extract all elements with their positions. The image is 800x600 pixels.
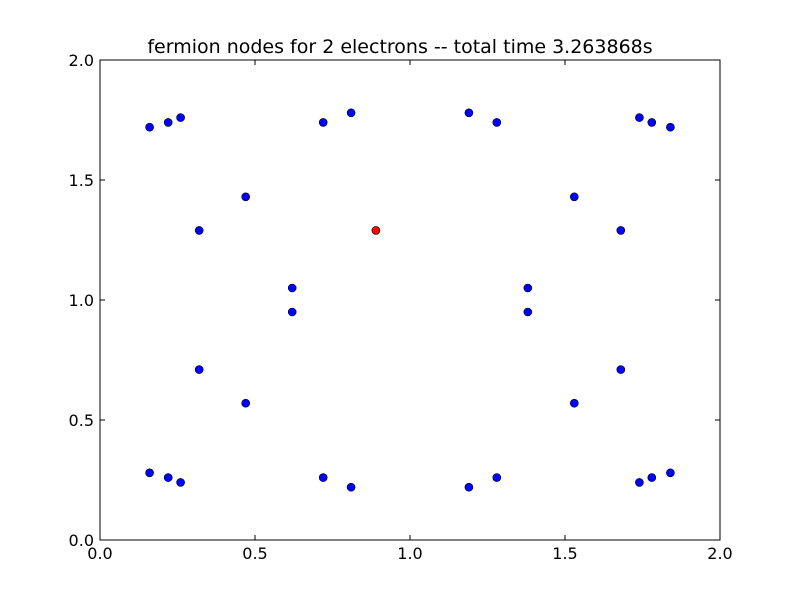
data-point — [492, 118, 502, 127]
data-point — [176, 113, 185, 122]
x-tick-label: 2.0 — [707, 544, 732, 563]
data-point — [464, 108, 474, 118]
data-point — [492, 473, 502, 482]
data-point — [241, 192, 250, 202]
data-point — [635, 478, 644, 487]
data-point — [371, 226, 381, 235]
data-point — [346, 482, 356, 492]
y-tick-label: 1.0 — [69, 291, 94, 310]
data-point — [666, 468, 675, 478]
data-point — [163, 118, 173, 127]
data-point — [569, 398, 579, 408]
y-tick-label: 0.5 — [69, 411, 94, 430]
data-point — [569, 192, 579, 202]
data-point — [194, 226, 204, 235]
data-point — [523, 307, 533, 317]
data-point — [346, 108, 356, 118]
x-tick-label: 1.0 — [397, 544, 422, 563]
data-point — [647, 118, 657, 127]
points-layer — [145, 108, 675, 492]
data-point — [287, 307, 297, 317]
data-point — [194, 365, 204, 374]
data-point — [163, 473, 173, 482]
y-tick-label: 1.5 — [69, 171, 94, 190]
data-point — [523, 283, 533, 293]
x-tick-label: 0.0 — [87, 544, 112, 563]
data-point — [318, 473, 328, 482]
y-tick-label: 0.0 — [69, 531, 94, 550]
x-tick-label: 1.5 — [552, 544, 577, 563]
data-point — [635, 113, 644, 122]
data-point — [287, 283, 297, 293]
ticks-layer: 0.0 0.5 1.0 1.5 2.0 0.0 0.5 1.0 1.5 2.0 — [69, 51, 733, 563]
data-point — [176, 478, 185, 487]
data-point — [145, 468, 154, 478]
data-point — [616, 226, 626, 235]
data-point — [616, 365, 626, 374]
plot-frame — [99, 59, 721, 541]
data-point — [464, 482, 474, 492]
data-point — [666, 122, 675, 132]
data-point — [318, 118, 328, 127]
data-point — [145, 122, 154, 132]
y-tick-label: 2.0 — [69, 51, 94, 70]
data-point — [241, 398, 250, 408]
chart-title: fermion nodes for 2 electrons -- total t… — [147, 36, 652, 58]
x-tick-label: 0.5 — [242, 544, 267, 563]
data-point — [647, 473, 657, 482]
